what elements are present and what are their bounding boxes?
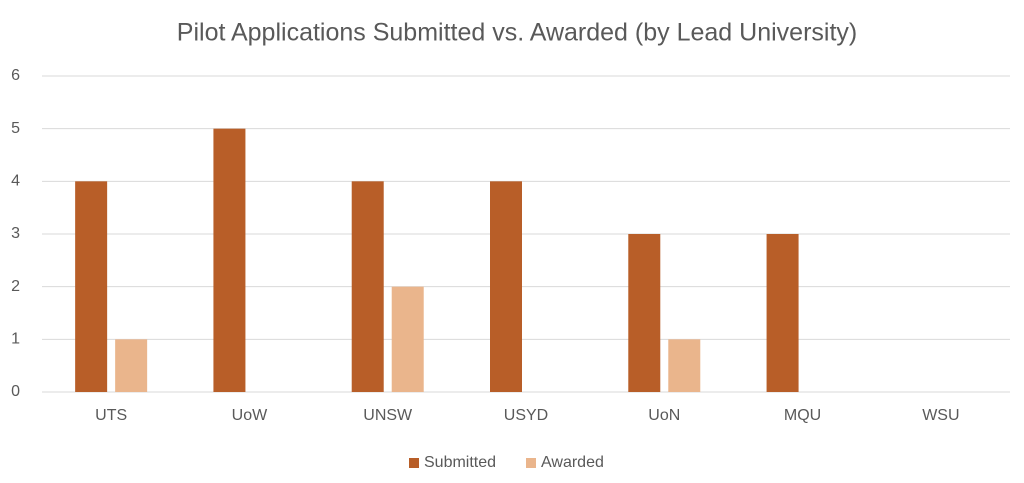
x-tick-label: USYD (504, 407, 548, 424)
bar (115, 339, 148, 392)
y-tick-label: 2 (11, 278, 20, 295)
x-tick-label: UoN (648, 407, 680, 424)
x-tick-label: WSU (922, 407, 959, 424)
x-tick-label: UoW (232, 407, 268, 424)
y-tick-label: 0 (11, 383, 20, 400)
bar (351, 181, 384, 392)
legend-swatch (409, 458, 419, 468)
legend-label: Awarded (541, 454, 604, 471)
bar (213, 128, 246, 392)
legend-swatch (526, 458, 536, 468)
x-tick-label: UNSW (363, 407, 413, 424)
x-tick-label: UTS (95, 407, 127, 424)
bar (490, 181, 522, 392)
chart-title: Pilot Applications Submitted vs. Awarded… (177, 19, 857, 47)
y-tick-label: 1 (11, 331, 20, 348)
bar (391, 286, 424, 392)
y-tick-label: 5 (11, 120, 20, 137)
bar (766, 234, 799, 392)
x-tick-label: MQU (784, 407, 821, 424)
legend-label: Submitted (424, 454, 496, 471)
y-tick-label: 4 (11, 173, 20, 190)
y-tick-label: 6 (11, 67, 20, 84)
bar (628, 234, 661, 392)
bar (75, 181, 108, 392)
bar (668, 339, 701, 392)
y-tick-label: 3 (11, 225, 20, 242)
